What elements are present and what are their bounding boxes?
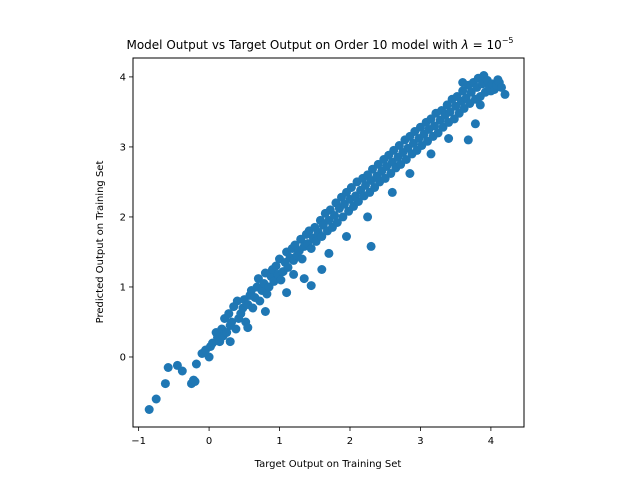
data-point [330, 211, 339, 220]
data-point [299, 274, 309, 284]
data-point [426, 149, 436, 159]
data-point [282, 288, 292, 298]
data-point [470, 119, 480, 129]
data-point [366, 241, 376, 251]
data-point [243, 323, 253, 333]
data-point [222, 328, 232, 337]
data-point [190, 377, 200, 386]
data-point [394, 141, 404, 150]
data-point [445, 107, 455, 117]
data-point [458, 78, 468, 87]
y-tick-label: 3 [120, 142, 126, 153]
data-point [324, 248, 334, 258]
data-point [260, 307, 270, 316]
y-tick-label: 0 [120, 352, 126, 363]
data-point [232, 296, 242, 306]
data-point [342, 232, 351, 241]
data-point [317, 232, 327, 241]
data-point [387, 187, 397, 197]
data-point [248, 303, 258, 313]
data-point [363, 212, 373, 222]
x-tick-label: 4 [488, 436, 494, 447]
data-point [289, 269, 299, 279]
data-point [151, 394, 161, 404]
data-point [458, 86, 468, 96]
data-point [430, 121, 439, 131]
y-axis-label: Predicted Output on Training Set [95, 161, 106, 324]
data-point [297, 254, 307, 264]
data-point [163, 363, 173, 372]
data-point [353, 197, 363, 206]
data-point [262, 289, 272, 299]
data-point [475, 100, 485, 110]
x-tick-label: −1 [131, 436, 146, 447]
data-point [144, 405, 154, 414]
x-tick-label: 3 [417, 436, 423, 447]
data-point [346, 183, 356, 192]
y-tick-label: 4 [120, 72, 126, 83]
y-axis-ticks: 0 1 2 3 4 [120, 72, 133, 363]
data-point [269, 276, 279, 286]
x-tick-label: 2 [347, 436, 353, 447]
data-point [306, 281, 316, 291]
data-point [338, 212, 348, 222]
data-point [306, 244, 316, 253]
x-axis-ticks: −1 0 1 2 3 4 [131, 427, 494, 447]
y-tick-label: 2 [120, 212, 126, 223]
chart-title: Model Output vs Target Output on Order 1… [126, 36, 513, 52]
plot-frame [132, 57, 525, 428]
data-point [317, 265, 327, 274]
x-axis-label: Target Output on Training Set [254, 459, 402, 470]
data-point [204, 352, 214, 362]
data-point [177, 366, 187, 376]
data-point [283, 262, 293, 272]
data-point [224, 309, 234, 319]
x-tick-label: 0 [206, 436, 212, 447]
data-point [444, 134, 454, 143]
data-point [332, 218, 342, 227]
y-tick-label: 1 [120, 282, 126, 293]
data-point [271, 261, 281, 271]
data-point [401, 155, 411, 164]
data-point [160, 379, 170, 389]
data-point [225, 337, 235, 347]
data-point [231, 324, 241, 334]
data-point [227, 317, 237, 327]
data-point [191, 359, 201, 369]
data-point [276, 275, 286, 285]
x-tick-label: 1 [276, 436, 282, 447]
data-point [405, 169, 415, 178]
scatter-points [144, 71, 510, 414]
data-point [255, 296, 265, 306]
data-point [463, 135, 473, 145]
data-point [497, 82, 506, 92]
data-point [500, 89, 510, 99]
